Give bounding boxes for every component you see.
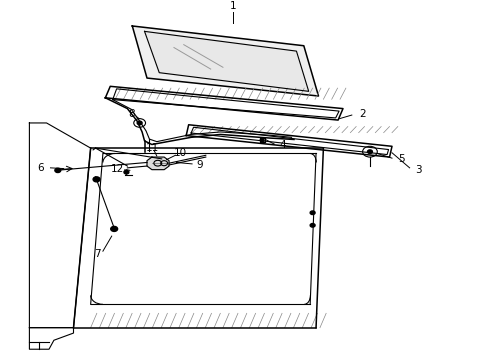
Circle shape [260,139,264,141]
Polygon shape [145,31,309,91]
Circle shape [137,121,142,125]
Text: 12: 12 [111,163,124,174]
Text: 11: 11 [146,143,160,153]
Circle shape [93,177,100,182]
Text: 4: 4 [280,140,287,150]
Text: 3: 3 [416,165,422,175]
Text: 8: 8 [128,109,135,119]
Circle shape [368,150,372,153]
Polygon shape [186,125,392,157]
Polygon shape [132,26,318,96]
Text: 9: 9 [196,160,203,170]
Text: 6: 6 [37,163,44,173]
Polygon shape [147,157,169,170]
Text: 1: 1 [229,1,236,11]
Polygon shape [29,123,91,328]
Circle shape [124,170,129,174]
Circle shape [111,226,118,231]
Polygon shape [105,86,343,120]
Circle shape [310,224,315,227]
Text: 10: 10 [174,148,187,158]
Circle shape [55,168,61,172]
Text: 2: 2 [359,109,366,119]
Text: 5: 5 [398,154,405,164]
Text: 7: 7 [94,249,100,259]
Circle shape [310,211,315,215]
